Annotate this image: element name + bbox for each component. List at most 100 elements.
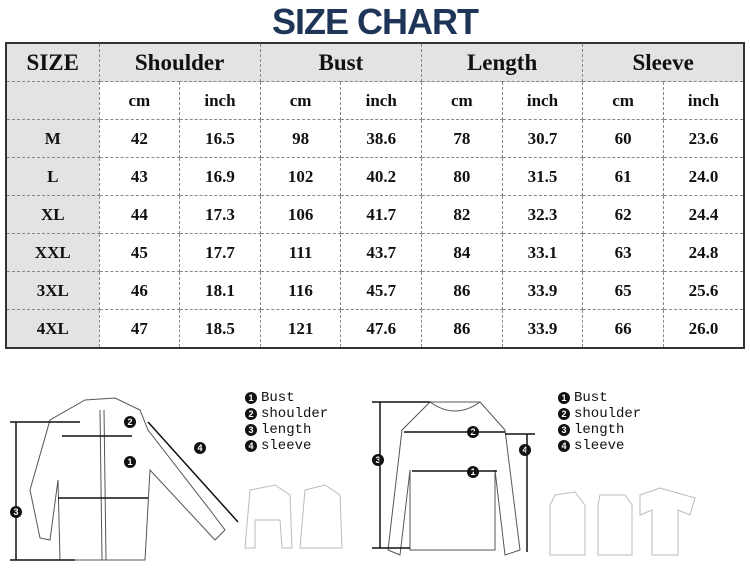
value-cell: 65: [582, 271, 664, 310]
value-cell: 61: [582, 157, 664, 196]
group-header: Shoulder: [98, 42, 261, 82]
size-table: SIZE Shoulder Bust Length Sleeve cm inch c…: [5, 42, 745, 349]
value-cell: 41.7: [340, 195, 422, 234]
value-cell: 18.5: [179, 309, 261, 349]
value-cell: 63: [582, 233, 664, 272]
unit-header: inch: [662, 81, 745, 120]
empty-cell: [5, 81, 100, 120]
value-cell: 66: [582, 309, 664, 349]
svg-text:3: 3: [375, 455, 380, 465]
value-cell: 17.7: [179, 233, 261, 272]
size-cell: M: [5, 119, 100, 158]
size-cell: XXL: [5, 233, 100, 272]
legend-label: Bust: [574, 390, 608, 406]
value-cell: 47.6: [340, 309, 422, 349]
value-cell: 111: [259, 233, 342, 272]
unit-header: cm: [98, 81, 181, 120]
header-row: SIZE Shoulder Bust Length Sleeve: [5, 42, 745, 82]
number-badge-icon: 4: [558, 440, 570, 452]
legend-label: Bust: [261, 390, 295, 406]
unit-row: cm inch cm inch cm inch cm inch: [5, 81, 745, 120]
value-cell: 84: [421, 233, 503, 272]
page-title: SIZE CHART: [272, 1, 479, 42]
size-cell: L: [5, 157, 100, 196]
value-cell: 26.0: [662, 309, 745, 349]
value-cell: 24.4: [662, 195, 745, 234]
unit-header: inch: [501, 81, 584, 120]
unit-header: cm: [259, 81, 342, 120]
value-cell: 24.8: [662, 233, 745, 272]
value-cell: 43: [98, 157, 181, 196]
number-badge-icon: 1: [245, 392, 257, 404]
number-badge-icon: 3: [245, 424, 257, 436]
svg-text:4: 4: [197, 443, 202, 453]
value-cell: 42: [98, 119, 181, 158]
legend-label: length: [574, 422, 625, 438]
table-row: M 42 16.5 98 38.6 78 30.7 60 23.6: [5, 119, 745, 158]
value-cell: 45: [98, 233, 181, 272]
value-cell: 24.0: [662, 157, 745, 196]
legend-label: shoulder: [574, 406, 642, 422]
value-cell: 46: [98, 271, 181, 310]
legend-item: 4 sleeve: [558, 438, 641, 454]
value-cell: 60: [582, 119, 664, 158]
measurement-diagram: 2 1 3 4 2 1 3 4 1 Bust 2 shoulder 3 length 4 sleeve 1…: [0, 380, 750, 564]
legend-item: 4 sleeve: [245, 438, 328, 454]
group-header: Length: [420, 42, 584, 82]
value-cell: 30.7: [501, 119, 584, 158]
number-badge-icon: 1: [558, 392, 570, 404]
legend-label: sleeve: [261, 438, 312, 454]
value-cell: 45.7: [340, 271, 422, 310]
value-cell: 18.1: [179, 271, 261, 310]
legend-item: 2 shoulder: [245, 406, 328, 422]
value-cell: 44: [98, 195, 181, 234]
shirt-illustration: [10, 397, 239, 561]
value-cell: 17.3: [179, 195, 261, 234]
group-header: Bust: [259, 42, 423, 82]
unit-header: cm: [421, 81, 503, 120]
value-cell: 98: [259, 119, 342, 158]
table-row: 3XL 46 18.1 116 45.7 86 33.9 65 25.6: [5, 271, 745, 310]
unit-header: inch: [179, 81, 261, 120]
value-cell: 32.3: [501, 195, 584, 234]
legend-label: sleeve: [574, 438, 625, 454]
svg-text:2: 2: [127, 417, 132, 427]
small-garment-icons: [244, 484, 696, 556]
table-row: XL 44 17.3 106 41.7 82 32.3 62 24.4: [5, 195, 745, 234]
number-badge-icon: 2: [245, 408, 257, 420]
svg-text:3: 3: [13, 507, 18, 517]
value-cell: 116: [259, 271, 342, 310]
value-cell: 43.7: [340, 233, 422, 272]
table-row: L 43 16.9 102 40.2 80 31.5 61 24.0: [5, 157, 745, 196]
value-cell: 33.1: [501, 233, 584, 272]
value-cell: 31.5: [501, 157, 584, 196]
value-cell: 47: [98, 309, 181, 349]
size-header: SIZE: [5, 42, 100, 82]
value-cell: 33.9: [501, 271, 584, 310]
number-badge-icon: 4: [245, 440, 257, 452]
number-badge-icon: 2: [558, 408, 570, 420]
group-header: Sleeve: [582, 42, 745, 82]
value-cell: 16.5: [179, 119, 261, 158]
value-cell: 40.2: [340, 157, 422, 196]
value-cell: 121: [259, 309, 342, 349]
value-cell: 102: [259, 157, 342, 196]
legend-label: shoulder: [261, 406, 329, 422]
size-cell: XL: [5, 195, 100, 234]
size-cell: 4XL: [5, 309, 100, 349]
value-cell: 25.6: [662, 271, 745, 310]
legend-item: 3 length: [558, 422, 641, 438]
unit-header: inch: [340, 81, 422, 120]
legend-label: length: [261, 422, 312, 438]
svg-text:1: 1: [127, 457, 132, 467]
legend-item: 2 shoulder: [558, 406, 641, 422]
value-cell: 62: [582, 195, 664, 234]
value-cell: 78: [421, 119, 503, 158]
value-cell: 80: [421, 157, 503, 196]
table-row: XXL 45 17.7 111 43.7 84 33.1 63 24.8: [5, 233, 745, 272]
svg-text:4: 4: [522, 445, 527, 455]
value-cell: 86: [421, 271, 503, 310]
value-cell: 86: [421, 309, 503, 349]
legend-item: 1 Bust: [245, 390, 328, 406]
garment-illustrations: 2 1 3 4 2 1 3 4: [10, 397, 696, 561]
